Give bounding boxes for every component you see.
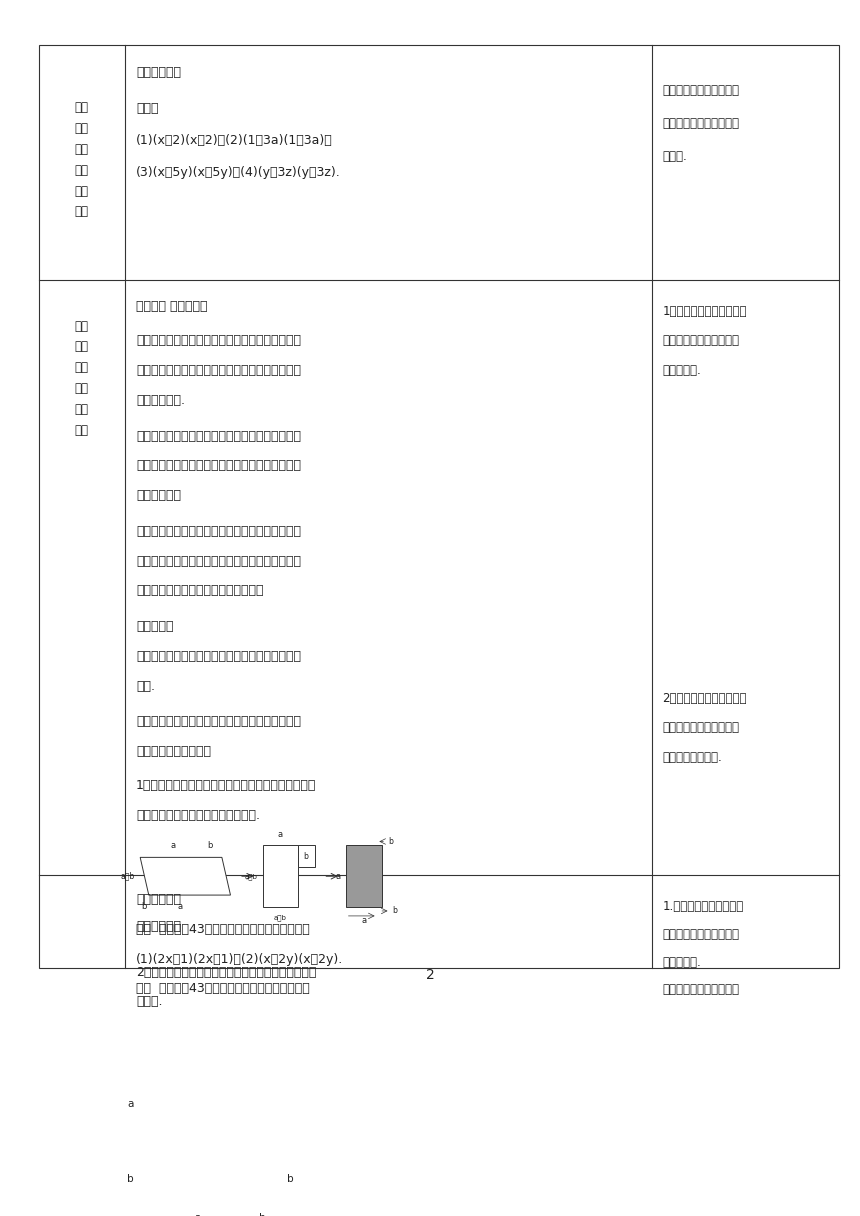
Text: 设计探索规律的问题可以: 设计探索规律的问题可以 [662,84,740,97]
Text: 字母来表示刚才同学们所归纳出来的特殊多项式相: 字母来表示刚才同学们所归纳出来的特殊多项式相 [136,460,301,473]
Text: 2: 2 [426,968,434,983]
Text: a: a [194,1212,201,1216]
Text: 【应用举例】: 【应用举例】 [136,893,181,906]
Text: 1．观察图２－２－２中图形的变化过程，计算图中空: 1．观察图２－２－２中图形的变化过程，计算图中空 [136,779,316,792]
Text: 问题３：你能用自己的语言叙述你发现的规律吗？: 问题３：你能用自己的语言叙述你发现的规律吗？ [136,525,301,537]
Text: 归纳总结：: 归纳总结： [136,620,174,634]
Text: 方差.: 方差. [136,680,155,693]
Text: ２．例题可体现知识的延: ２．例题可体现知识的延 [662,984,740,996]
Text: b: b [259,1212,266,1216]
Text: 【课堂引入】: 【课堂引入】 [136,67,181,79]
Text: a－b: a－b [120,872,135,880]
Bar [298,845,315,867]
Text: 活动: 活动 [75,320,89,332]
Text: 征吗？公式右边式子的特征又是什么？: 征吗？公式右边式子的特征又是什么？ [136,585,263,597]
Text: 学会归纳，同时培养学生: 学会归纳，同时培养学生 [662,334,740,348]
Text: 新课: 新课 [75,206,89,219]
Text: 问题１：做完活动一中的计算题之后，观察以上算: 问题１：做完活动一中的计算题之后，观察以上算 [136,334,301,348]
Text: a: a [177,902,182,911]
Text: 1.抓住平方差公式的本质: 1.抓住平方差公式的本质 [662,900,743,913]
Text: b: b [392,906,397,916]
Text: 特征是正确应用公式进行: 特征是正确应用公式进行 [662,928,740,941]
Text: 例１  ［教材第43页例１］运用平方差公式计算：: 例１ ［教材第43页例１］运用平方差公式计算： [136,923,310,936]
Text: 能用符号语言叙述吗？你能指出公式左边式子的特: 能用符号语言叙述吗？你能指出公式左边式子的特 [136,554,301,568]
Text: 新知: 新知 [75,423,89,437]
Text: a－b: a－b [274,914,286,921]
Bar [249,1164,275,1194]
Text: 乘的规律呢？: 乘的规律呢？ [136,489,181,502]
Text: 二：: 二： [75,340,89,354]
Text: 一：: 一： [75,122,89,135]
Text: 计算的关键.: 计算的关键. [662,956,701,969]
Bar [146,1045,249,1164]
Text: 的合作意识.: 的合作意识. [662,364,701,377]
Text: (1)(x＋2)(x－2)；(2)(1＋3a)(1－3a)；: (1)(x＋2)(x－2)；(2)(1＋3a)(1－3a)； [136,134,333,147]
Text: b: b [126,1173,133,1184]
Text: 白图形的面积，说出它能验证的公式.: 白图形的面积，说出它能验证的公式. [136,809,260,822]
Text: 激发学生强烈的好奇心和: 激发学生强烈的好奇心和 [662,117,740,130]
Text: 2．利用图２－２－３亦可解释平方差公式（教师注意: 2．利用图２－２－３亦可解释平方差公式（教师注意 [136,966,316,979]
Bar [249,1045,275,1164]
Text: 实践: 实践 [75,361,89,375]
Text: 验证你的发现.: 验证你的发现. [136,394,185,407]
Text: a－b: a－b [244,873,257,879]
Text: b: b [141,902,146,911]
Bar [346,845,382,907]
Polygon shape [140,857,230,895]
Text: 计算：: 计算： [136,102,158,116]
Text: a: a [171,841,175,850]
Bar [146,1045,275,1194]
Text: b: b [287,1173,294,1184]
Text: 例２  ［教材第43页例２］运用平方差公式计算：: 例２ ［教材第43页例２］运用平方差公式计算： [136,983,310,996]
Text: 2．教学中注重培养学生的: 2．教学中注重培养学生的 [662,692,746,704]
Text: 问题２：这是一类特殊的多项式相乘，那么如何用: 问题２：这是一类特殊的多项式相乘，那么如何用 [136,429,301,443]
Text: a: a [361,916,366,925]
Text: 活动: 活动 [75,101,89,114]
Text: a: a [335,872,341,880]
Bar [263,845,298,907]
Text: 情境: 情境 [75,164,89,176]
Text: 数形结合思想，理解平方: 数形结合思想，理解平方 [662,721,740,734]
Text: 思考：你能寻求一种或多种平方差公式的几何解释: 思考：你能寻求一种或多种平方差公式的几何解释 [136,715,301,728]
Text: 两个数的和与这两个数的差的积等于这两个数的平: 两个数的和与这两个数的差的积等于这两个数的平 [136,651,301,663]
Text: b: b [304,852,309,861]
Text: 探究: 探究 [75,382,89,395]
Text: (1)(2x＋1)(2x－1)；(2)(x＋2y)(x－2y).: (1)(2x＋1)(2x－1)；(2)(x＋2y)(x－2y). [136,952,343,966]
Text: 求知欲.: 求知欲. [662,150,687,163]
Text: 1．由特殊到一般，让学生: 1．由特殊到一般，让学生 [662,305,746,317]
Text: b: b [389,837,394,846]
Bar [146,1045,275,1194]
Text: 【探究】 平方差公式: 【探究】 平方差公式 [136,299,207,313]
Text: 导入: 导入 [75,185,89,197]
Text: a: a [127,1099,133,1109]
Text: (3)(x＋5y)(x－5y)；(4)(y＋3z)(y－3z).: (3)(x＋5y)(x－5y)；(4)(y＋3z)(y－3z). [136,165,341,179]
Text: b: b [207,841,212,850]
Text: 图２－２－２: 图２－２－２ [136,919,181,933]
Text: 差公式的几何意义.: 差公式的几何意义. [662,751,722,764]
Bar [146,1164,249,1194]
Text: 点拨）.: 点拨）. [136,996,163,1008]
Text: 吗？（教师课件展示）: 吗？（教师课件展示） [136,745,211,759]
Text: 创设: 创设 [75,142,89,156]
Text: 交流: 交流 [75,402,89,416]
Text: a: a [278,829,283,839]
Text: 式及运算结果，你能发现什么规律？再举两个例子: 式及运算结果，你能发现什么规律？再举两个例子 [136,364,301,377]
